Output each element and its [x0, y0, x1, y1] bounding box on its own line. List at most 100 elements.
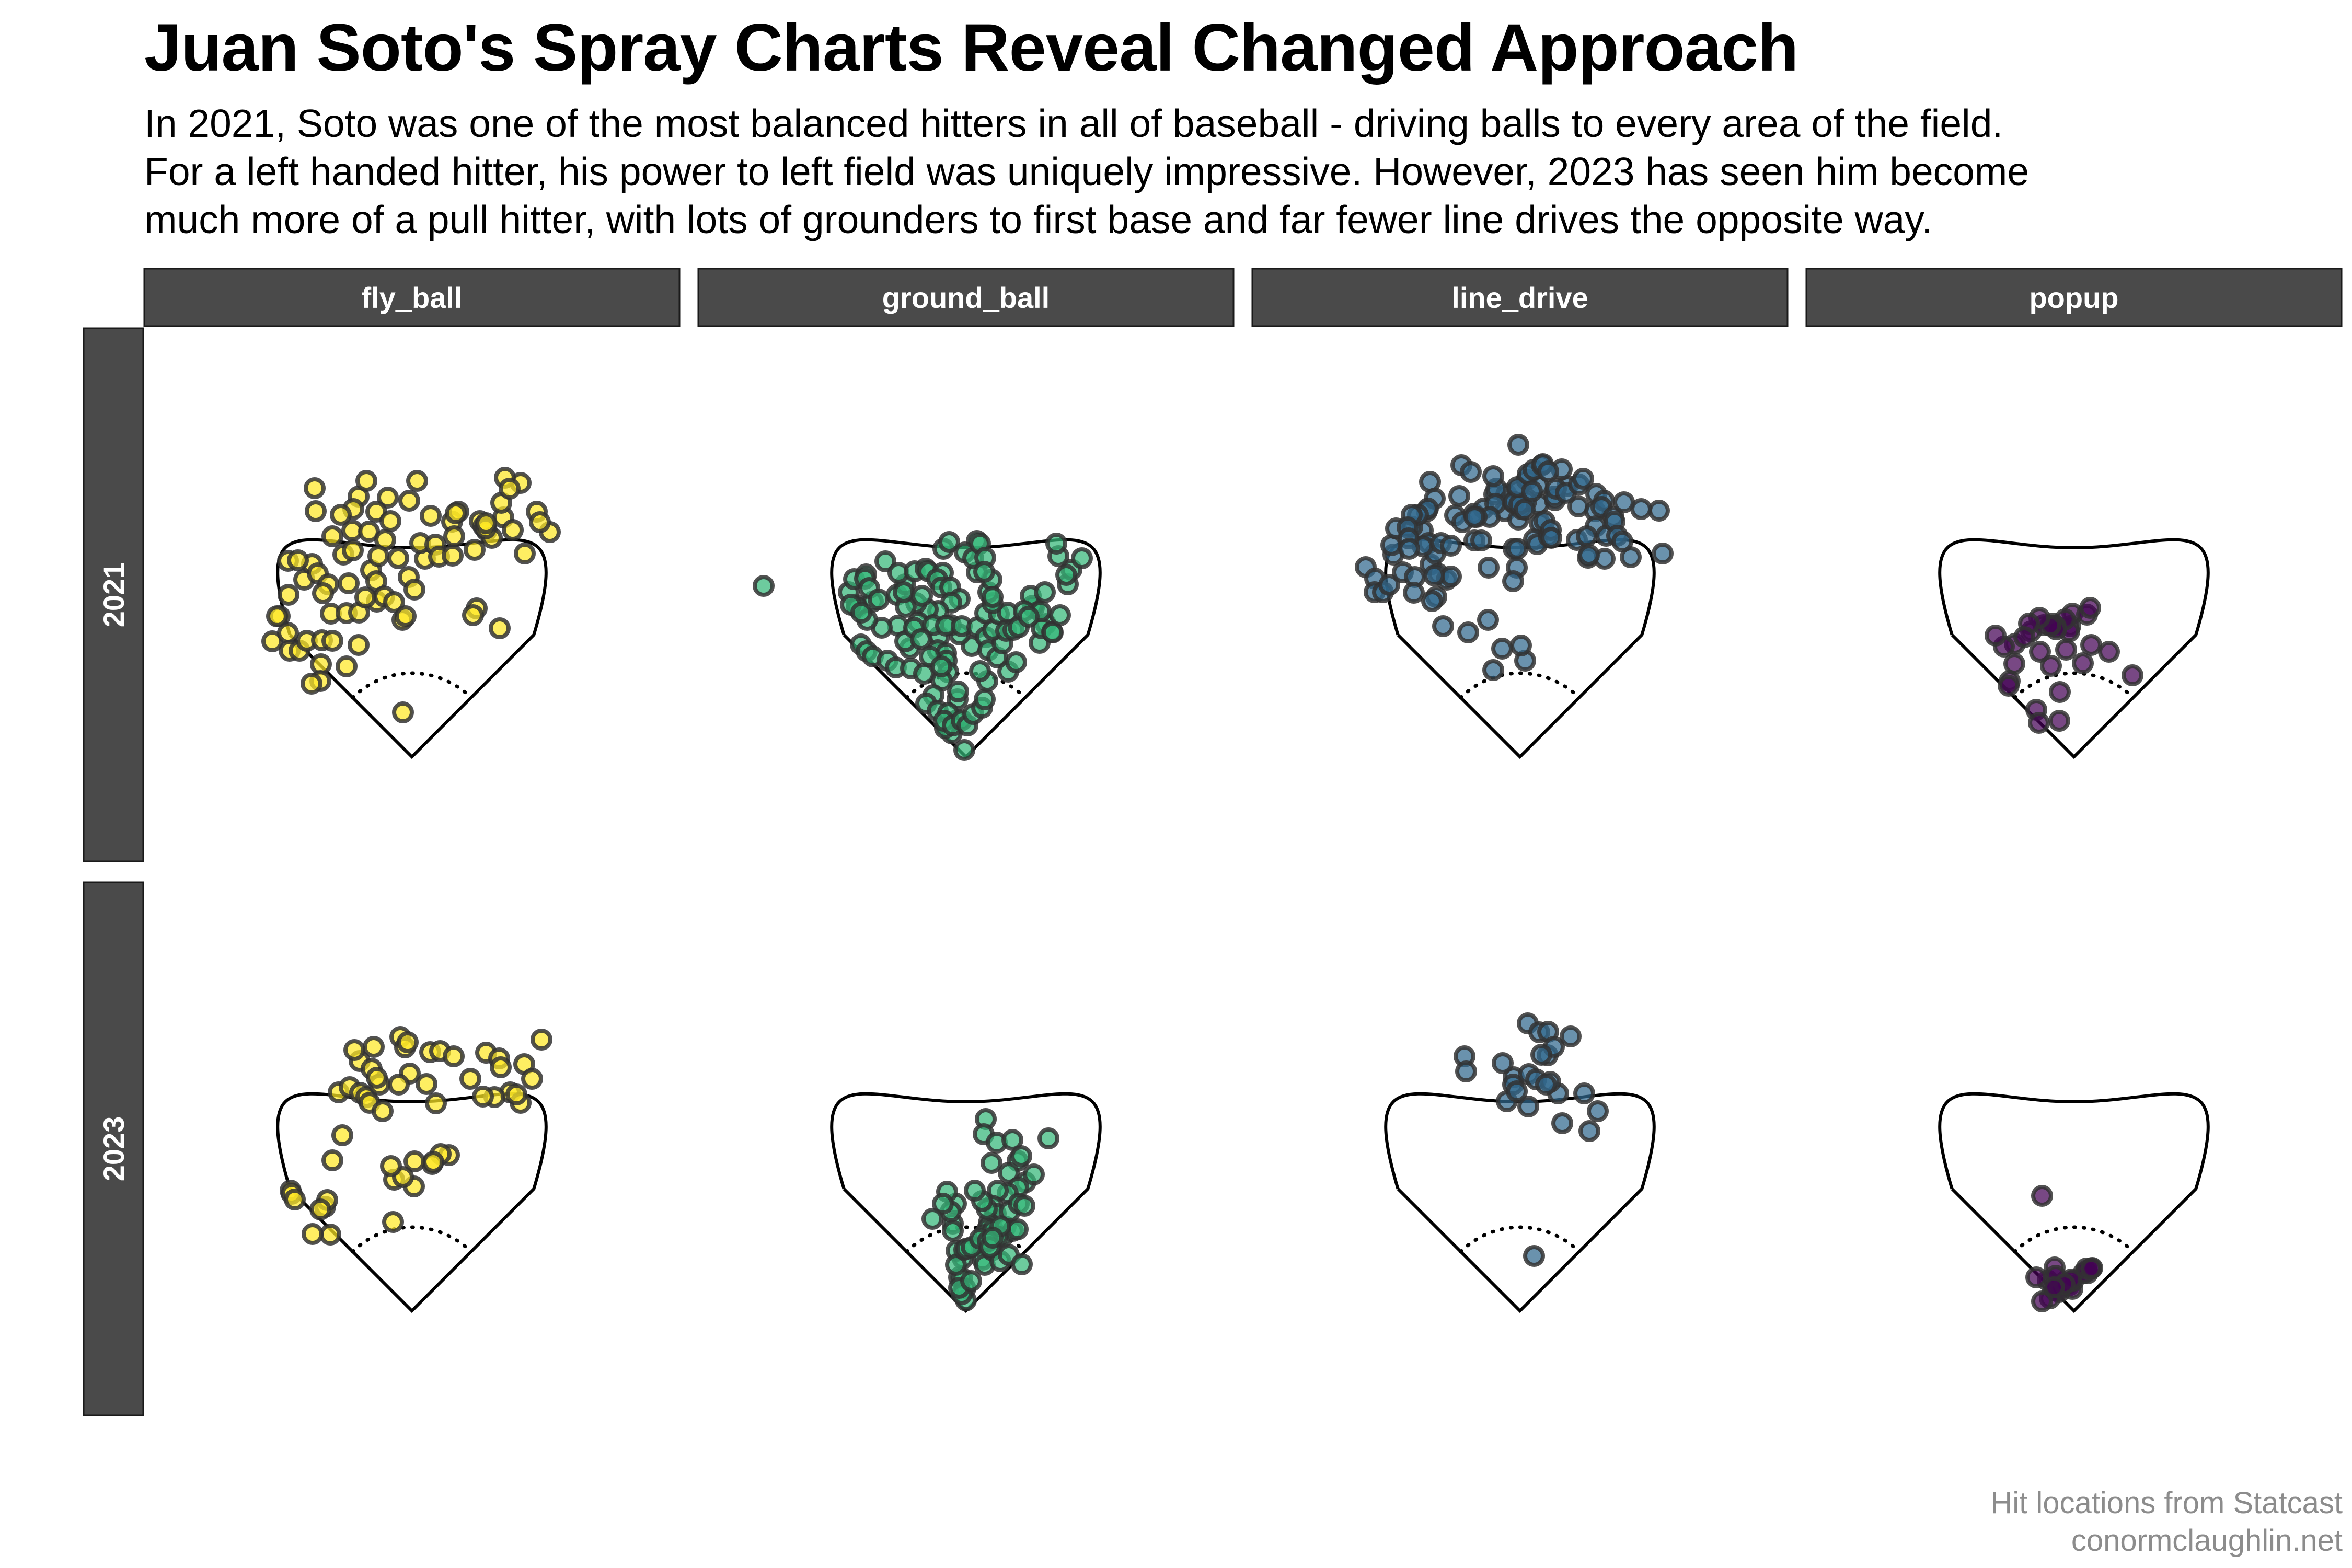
- hit-point: [514, 543, 536, 564]
- hit-point: [1055, 564, 1077, 586]
- hit-point: [422, 1151, 444, 1173]
- page-title: Juan Soto's Spray Charts Reveal Changed …: [144, 10, 1798, 85]
- hit-point: [1506, 1080, 1528, 1102]
- hit-point: [930, 655, 952, 677]
- hit-point: [1018, 606, 1040, 628]
- chart-caption: Hit locations from Statcast conormclaugh…: [1990, 1484, 2343, 1560]
- facet-strip-2021: 2021: [83, 327, 144, 862]
- hit-point: [1045, 533, 1067, 555]
- hit-point: [953, 739, 975, 761]
- hit-point: [1521, 480, 1543, 502]
- hit-point: [397, 1031, 419, 1053]
- hit-point: [336, 655, 358, 677]
- strip-background: [143, 268, 681, 327]
- hit-point: [1540, 527, 1562, 549]
- hit-point: [2013, 626, 2035, 648]
- strip-background: [83, 327, 144, 862]
- panel-2023-popup: [1938, 1092, 2210, 1313]
- hit-point: [1578, 544, 1600, 566]
- hit-point: [893, 581, 915, 603]
- strip-label: popup: [2029, 281, 2118, 314]
- hit-point: [1005, 651, 1027, 673]
- panel-2021-fly-ball: [261, 467, 561, 759]
- hit-point: [2029, 641, 2051, 663]
- hit-point: [1537, 460, 1559, 482]
- hit-point: [2031, 1290, 2053, 1312]
- hit-point: [938, 531, 960, 553]
- hit-point: [2080, 1258, 2102, 1279]
- hit-point: [304, 477, 326, 499]
- hit-point: [1652, 543, 1674, 564]
- infield-arc: [905, 671, 1027, 700]
- infield-arc: [2013, 1225, 2135, 1254]
- hit-point: [2025, 1266, 2047, 1288]
- hit-point: [348, 634, 370, 656]
- hit-point: [1423, 564, 1445, 586]
- hit-point: [342, 539, 364, 561]
- hit-point: [1023, 1163, 1045, 1185]
- subtitle-line-2: For a left handed hitter, his power to l…: [144, 149, 2030, 193]
- hit-point: [490, 1056, 512, 1078]
- hit-point: [1010, 1145, 1032, 1167]
- panel-2021-popup: [1938, 538, 2210, 759]
- hit-point: [499, 478, 521, 500]
- hit-point: [358, 521, 380, 543]
- hit-point: [1460, 461, 1482, 483]
- hit-point: [383, 591, 405, 613]
- hit-point: [2028, 712, 2050, 734]
- hit-point: [2049, 681, 2071, 703]
- infield-arc: [1459, 671, 1581, 700]
- hit-point: [312, 582, 334, 604]
- hit-point: [278, 584, 299, 606]
- strip-label: line_drive: [1451, 281, 1588, 314]
- hit-point: [969, 660, 991, 682]
- hit-point: [1440, 535, 1462, 557]
- hit-point: [1448, 485, 1470, 507]
- field-outline: [1938, 538, 2210, 759]
- hit-point: [2040, 655, 2062, 677]
- field-outline: [1384, 1092, 1656, 1313]
- hit-point: [266, 605, 288, 627]
- hit-point: [392, 701, 414, 723]
- hit-point: [2031, 1185, 2053, 1207]
- hit-point: [301, 673, 322, 695]
- hit-point: [1514, 499, 1536, 521]
- hit-point: [387, 547, 409, 569]
- hit-point: [981, 1152, 1002, 1174]
- facet-strip-popup: popup: [1805, 268, 2343, 327]
- subtitle-line-3: much more of a pull hitter, with lots of…: [144, 198, 1933, 241]
- hit-point: [319, 1224, 341, 1246]
- hit-point: [354, 586, 376, 608]
- hit-point: [1551, 1112, 1573, 1134]
- hit-point: [1457, 621, 1479, 643]
- hit-point: [874, 550, 896, 572]
- hit-point: [942, 1220, 964, 1242]
- strip-background: [697, 268, 1235, 327]
- hit-point: [398, 490, 420, 512]
- caption-source: Hit locations from Statcast: [1990, 1486, 2343, 1520]
- hit-point: [379, 510, 401, 532]
- strip-label: 2021: [97, 562, 130, 628]
- hit-point: [1648, 500, 1670, 522]
- hit-point: [1432, 615, 1454, 637]
- field-outline: [1938, 1092, 2210, 1313]
- hit-point: [331, 1124, 353, 1146]
- hit-point: [2098, 641, 2120, 663]
- hit-point: [2003, 653, 2025, 675]
- hit-point: [982, 1227, 1004, 1249]
- hit-point: [1502, 570, 1524, 592]
- hit-point: [1470, 529, 1492, 551]
- facet-strip-line-drive: line_drive: [1251, 268, 1789, 327]
- hit-point: [960, 1270, 982, 1292]
- hit-point: [388, 1074, 410, 1096]
- strip-label: ground_ball: [882, 281, 1050, 314]
- strip-background: [1805, 268, 2343, 327]
- hit-point: [305, 500, 327, 522]
- hit-point: [1403, 582, 1425, 604]
- hit-point: [403, 579, 425, 601]
- hit-point: [2048, 710, 2070, 732]
- caption-credit: conormclaughlin.net: [2071, 1524, 2343, 1558]
- hit-point: [459, 1068, 481, 1090]
- hit-point: [1491, 638, 1513, 660]
- hit-point: [366, 1067, 388, 1089]
